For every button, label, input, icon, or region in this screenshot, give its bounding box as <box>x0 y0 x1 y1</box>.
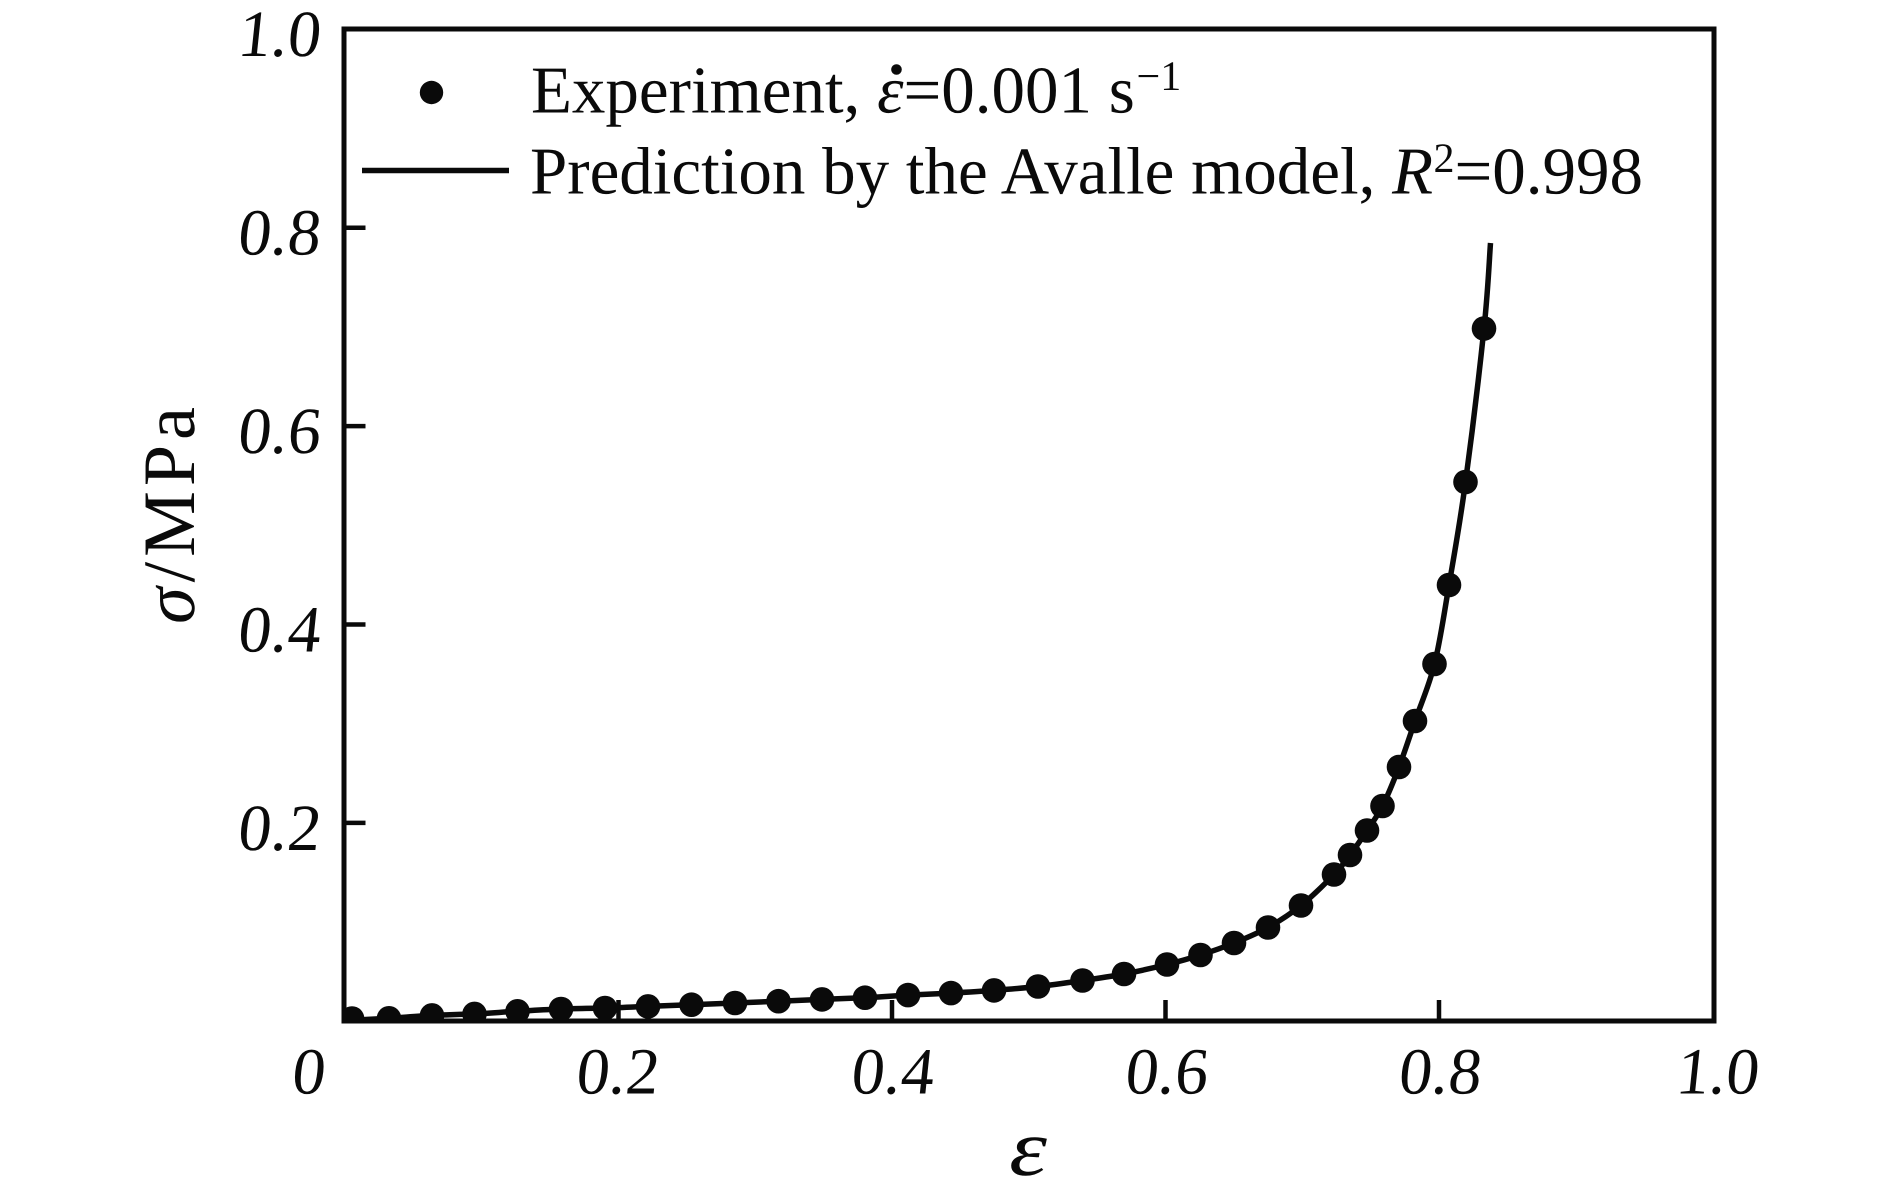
svg-text:−1: −1 <box>1137 53 1182 99</box>
svg-text:0.6: 0.6 <box>235 395 325 468</box>
svg-text:2: 2 <box>1434 135 1455 181</box>
svg-text:σ/MPa: σ/MPa <box>129 402 211 624</box>
svg-text:0.4: 0.4 <box>235 594 325 667</box>
svg-text:0.8: 0.8 <box>235 197 325 270</box>
svg-text:0.2: 0.2 <box>235 792 325 865</box>
svg-text:Prediction by the Avalle model: Prediction by the Avalle model, R <box>530 135 1433 209</box>
svg-text:0.6: 0.6 <box>1122 1036 1212 1109</box>
svg-text:0.4: 0.4 <box>848 1036 938 1109</box>
svg-text:1.0: 1.0 <box>235 0 325 71</box>
svg-text:Experiment, ε=0.001 s: Experiment, ε=0.001 s <box>531 54 1135 128</box>
svg-text:0.8: 0.8 <box>1396 1036 1486 1109</box>
svg-text:0: 0 <box>289 1036 330 1109</box>
svg-text:0.2: 0.2 <box>573 1036 663 1109</box>
svg-text:=0.998: =0.998 <box>1455 135 1644 209</box>
svg-text:ε: ε <box>1009 1105 1047 1185</box>
svg-text:1.0: 1.0 <box>1673 1036 1763 1109</box>
